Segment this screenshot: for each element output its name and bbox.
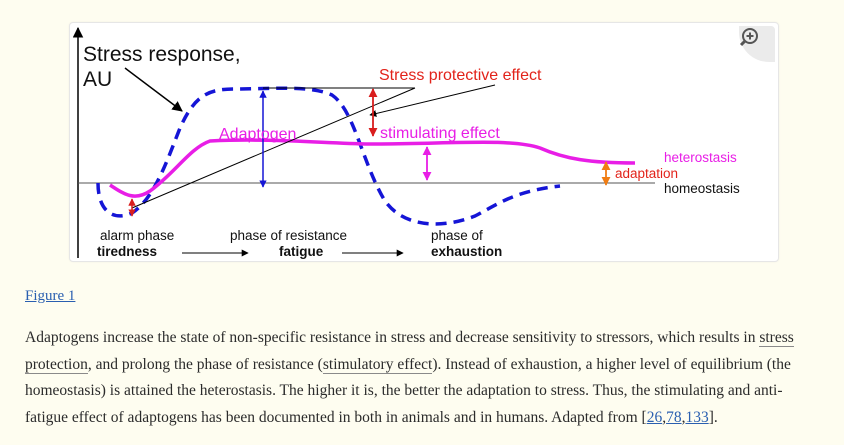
y-axis-label-line1: Stress response,	[83, 43, 241, 66]
pointer-line-2	[369, 84, 496, 117]
adaptogen-label: Adaptogen	[219, 126, 296, 143]
figure-caption: Adaptogens increase the state of non-spe…	[25, 325, 815, 431]
tiredness-label: tiredness	[97, 244, 157, 259]
reference-link-26[interactable]: 26	[646, 408, 663, 426]
stress-response-curve	[96, 86, 561, 226]
adaptation-label: adaptation	[615, 166, 678, 181]
caption-text-4: ].	[708, 408, 718, 426]
stimulating-effect-label: stimulating effect	[380, 125, 500, 142]
heterostasis-label: heterostasis	[664, 150, 737, 165]
reference-separator: ,	[662, 408, 667, 426]
stress-response-diagram: Stress response, AU Stress protective ef…	[72, 26, 740, 259]
caption-text-3: ). Instead of exhaustion, a higher level…	[25, 355, 791, 426]
adaptogen-curve	[109, 138, 636, 198]
stimulatory-effect-term[interactable]: stimulatory effect	[322, 355, 433, 374]
caption-text-1: Adaptogens increase the state of non-spe…	[25, 329, 760, 346]
stress-protection-term[interactable]: stress protection	[25, 329, 794, 374]
exhaustion-label: exhaustion	[431, 244, 502, 259]
y-axis-label-line2: AU	[83, 68, 112, 91]
homeostasis-label: homeostasis	[664, 181, 740, 196]
reference-separator: ,	[681, 408, 686, 426]
fatigue-label: fatigue	[279, 244, 324, 259]
reference-link-133[interactable]: 133	[685, 408, 709, 426]
label-pointer-arrow	[124, 67, 183, 112]
exhaustion-phase-label: phase of	[431, 228, 483, 243]
resistance-phase-label: phase of resistance	[230, 228, 347, 243]
caption-text-2: , and prolong the phase of resistance (	[87, 355, 323, 373]
alarm-phase-label: alarm phase	[100, 228, 174, 243]
pointer-line-1	[131, 87, 416, 209]
stress-protective-label: Stress protective effect	[379, 67, 542, 84]
figure-panel[interactable]: Stress response, AU Stress protective ef…	[69, 22, 779, 262]
reference-link-78[interactable]: 78	[666, 408, 682, 426]
magnify-plus-icon	[739, 28, 758, 47]
figure-1-link[interactable]: Figure 1	[25, 288, 76, 304]
